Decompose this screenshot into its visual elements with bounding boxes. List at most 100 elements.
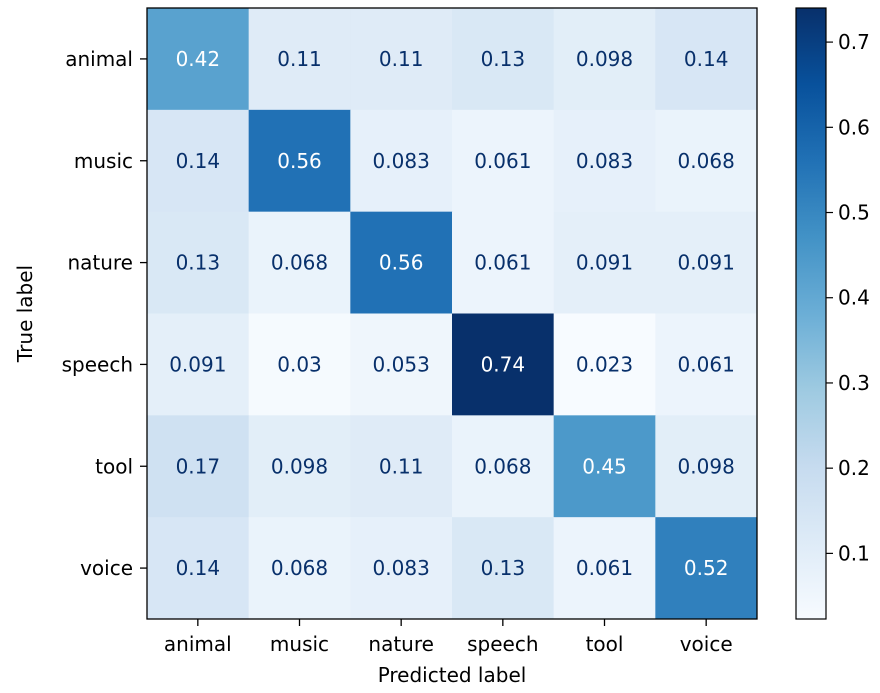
x-tick-label: nature — [368, 632, 434, 656]
cell-value-label: 0.098 — [678, 454, 735, 478]
heatmap-cell — [655, 8, 758, 111]
heatmap-cell — [655, 517, 758, 620]
heatmap-cell — [248, 517, 351, 620]
x-axis-ticks: animal music nature speech tool voice — [164, 619, 733, 656]
cell-value-label: 0.068 — [271, 556, 328, 580]
heatmap-cell — [248, 211, 351, 314]
cell-value-label: 0.053 — [373, 352, 430, 376]
colorbar-ticks: 0.1 0.2 0.3 0.4 0.5 0.6 0.7 — [826, 30, 870, 565]
cell-value-label: 0.061 — [576, 556, 633, 580]
x-tick-label: tool — [586, 632, 624, 656]
cell-value-label: 0.091 — [678, 251, 735, 275]
cell-value-label: 0.11 — [277, 47, 322, 71]
cell-value-label: 0.56 — [277, 149, 322, 173]
heatmap-cell — [147, 313, 250, 416]
cell-value-label: 0.098 — [271, 454, 328, 478]
colorbar: 0.1 0.2 0.3 0.4 0.5 0.6 0.7 — [795, 7, 870, 620]
cell-value-label: 0.068 — [474, 454, 531, 478]
y-axis-label: True label — [13, 265, 37, 363]
x-tick-label: voice — [680, 632, 733, 656]
cell-value-label: 0.023 — [576, 352, 633, 376]
cell-value-label: 0.03 — [277, 352, 322, 376]
heatmap-cell — [452, 313, 555, 416]
colorbar-tick-label: 0.1 — [838, 541, 870, 565]
colorbar-tick-label: 0.4 — [838, 286, 870, 310]
heatmap-cell — [553, 109, 656, 213]
cell-value-label: 0.52 — [684, 556, 729, 580]
heatmap-cell — [553, 211, 656, 314]
heatmap-cell — [147, 517, 250, 620]
heatmap-cell — [350, 415, 453, 518]
heatmap-cell — [147, 211, 250, 314]
heatmap-cell — [553, 313, 656, 416]
heatmap-cell — [655, 415, 758, 518]
heatmap-cell — [553, 8, 656, 111]
x-axis-label: Predicted label — [378, 663, 527, 687]
colorbar-tick-label: 0.2 — [838, 456, 870, 480]
cell-value-label: 0.13 — [481, 556, 526, 580]
y-tick-label: music — [74, 149, 133, 173]
cell-value-label: 0.083 — [576, 149, 633, 173]
heatmap-cell — [452, 211, 555, 314]
cell-value-label: 0.11 — [379, 47, 424, 71]
y-tick-label: tool — [95, 454, 133, 478]
cell-value-label: 0.061 — [678, 352, 735, 376]
cell-value-label: 0.45 — [582, 454, 627, 478]
x-tick-label: music — [270, 632, 329, 656]
heatmap-cell — [350, 109, 453, 213]
heatmap-cell — [452, 109, 555, 213]
colorbar-tick-label: 0.5 — [838, 201, 870, 225]
heatmap-cell — [350, 313, 453, 416]
heatmap-cell — [147, 8, 250, 111]
heatmap-cells: 0.42 0.11 0.11 0.13 0.098 0.14 0.14 0.56 0.083 0.… — [147, 8, 758, 620]
cell-value-label: 0.083 — [373, 149, 430, 173]
cell-value-label: 0.068 — [271, 251, 328, 275]
cell-value-label: 0.091 — [169, 352, 226, 376]
heatmap-cell — [655, 109, 758, 213]
cell-value-label: 0.13 — [176, 251, 221, 275]
colorbar-gradient — [796, 8, 826, 619]
plot-frame — [146, 7, 758, 620]
heatmap-cell — [452, 8, 555, 111]
heatmap-cell — [452, 415, 555, 518]
cell-value-label: 0.11 — [379, 454, 424, 478]
cell-value-label: 0.061 — [474, 251, 531, 275]
heatmap-cell — [248, 415, 351, 518]
cell-value-label: 0.098 — [576, 47, 633, 71]
heatmap-cell — [248, 313, 351, 416]
heatmap-cell — [350, 8, 453, 111]
x-tick-label: speech — [467, 632, 538, 656]
heatmap-cell — [350, 211, 453, 314]
cell-value-label: 0.068 — [678, 149, 735, 173]
cell-value-label: 0.083 — [373, 556, 430, 580]
heatmap-cell — [248, 109, 351, 213]
cell-value-label: 0.091 — [576, 251, 633, 275]
colorbar-frame — [795, 7, 827, 620]
colorbar-tick-label: 0.7 — [838, 30, 870, 54]
heatmap-cell — [147, 109, 250, 213]
cell-value-label: 0.14 — [176, 556, 221, 580]
y-tick-label: voice — [80, 556, 133, 580]
heatmap-cell — [452, 517, 555, 620]
y-tick-label: nature — [67, 251, 133, 275]
cell-value-label: 0.14 — [684, 47, 729, 71]
heatmap-cell — [248, 8, 351, 111]
cell-value-label: 0.56 — [379, 251, 424, 275]
heatmap-cell — [655, 313, 758, 416]
heatmap-cell — [350, 517, 453, 620]
y-tick-label: animal — [65, 47, 133, 71]
heatmap-cell — [655, 211, 758, 314]
cell-value-label: 0.061 — [474, 149, 531, 173]
heatmap-cell — [553, 415, 656, 518]
y-tick-label: speech — [62, 352, 133, 376]
y-axis-ticks: animal music nature speech tool voice — [62, 47, 147, 580]
cell-value-label: 0.42 — [176, 47, 221, 71]
colorbar-tick-label: 0.6 — [838, 115, 870, 139]
heatmap-cell — [553, 517, 656, 620]
cell-value-label: 0.13 — [481, 47, 526, 71]
x-tick-label: animal — [164, 632, 232, 656]
cell-value-label: 0.74 — [481, 352, 526, 376]
cell-value-label: 0.14 — [176, 149, 221, 173]
